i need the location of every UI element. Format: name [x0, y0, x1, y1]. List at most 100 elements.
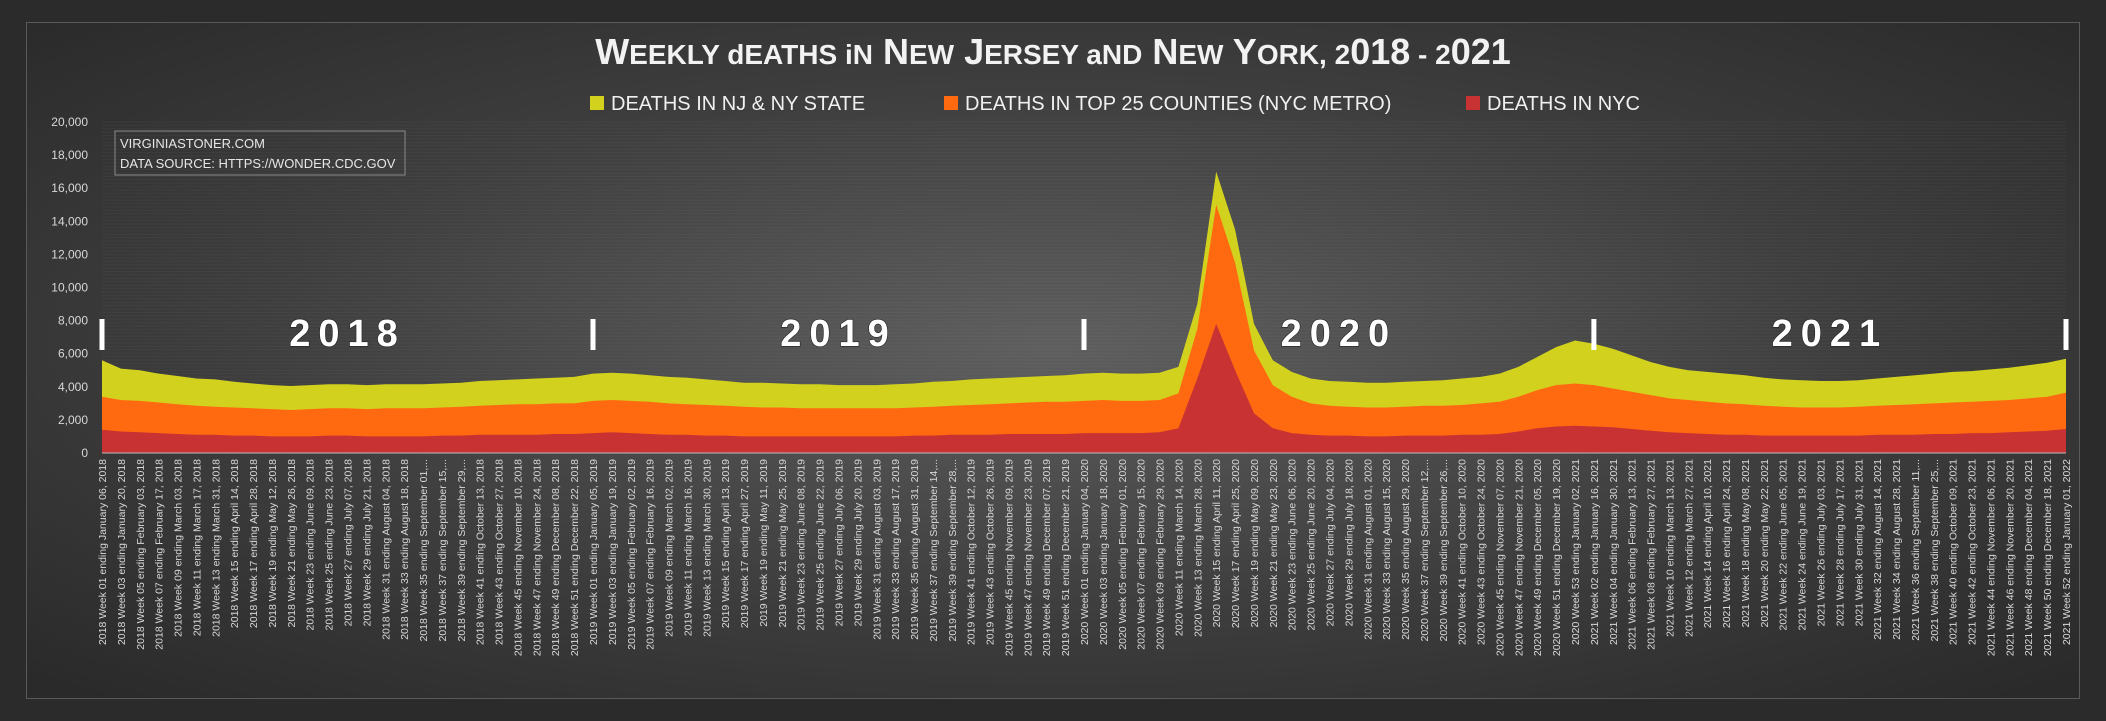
x-tick-label: 2021 Week 06 ending February 13, 2021 — [1627, 459, 1639, 650]
y-tick-label: 14,000 — [51, 214, 88, 228]
y-tick-label: 20,000 — [51, 115, 88, 129]
legend-label: DEATHS IN NJ & NY STATE — [611, 93, 865, 115]
x-tick-label: 2019 Week 43 ending October 26, 2019 — [985, 459, 997, 645]
y-tick-label: 2,000 — [58, 413, 88, 427]
x-tick-label: 2018 Week 11 ending March 17, 2018 — [191, 459, 203, 636]
x-tick-label: 2019 Week 41 ending October 12, 2019 — [966, 459, 978, 645]
x-tick-label: 2021 Week 52 ending January 01, 2022 — [2061, 459, 2073, 645]
x-tick-label: 2020 Week 29 ending July 18, 2020 — [1343, 459, 1355, 627]
y-tick-label: 8,000 — [58, 314, 88, 328]
legend-label: DEATHS IN NYC — [1487, 93, 1640, 115]
x-tick-label: 2021 Week 42 ending October 23, 2021 — [1967, 459, 1979, 645]
x-tick-label: 2021 Week 40 ending October 09, 2021 — [1948, 459, 1960, 645]
x-tick-label: 2019 Week 25 ending June 22, 2019 — [815, 459, 827, 631]
legend-label: DEATHS IN TOP 25 COUNTIES (NYC METRO) — [965, 93, 1391, 115]
x-tick-label: 2018 Week 17 ending April 28, 2018 — [248, 459, 260, 628]
x-tick-label: 2019 Week 19 ending May 11, 2019 — [758, 459, 770, 627]
x-tick-label: 2020 Week 33 ending August 15, 2020 — [1381, 459, 1393, 640]
x-tick-label: 2021 Week 34 ending August 28, 2021 — [1891, 459, 1903, 640]
x-tick-label: 2020 Week 13 ending March 28, 2020 — [1192, 459, 1204, 637]
y-tick-label: 12,000 — [51, 247, 88, 261]
x-tick-label: 2018 Week 07 ending February 17, 2018 — [154, 459, 166, 650]
x-tick-label: 2021 Week 10 ending March 13, 2021 — [1664, 459, 1676, 637]
x-tick-label: 2019 Week 47 ending November 23, 2019 — [1022, 459, 1034, 656]
x-tick-label: 2018 Week 37 ending September 15,... — [437, 459, 449, 642]
year-divider — [1591, 319, 1597, 350]
area-series-3 — [102, 323, 2066, 453]
x-tick-label: 2020 Week 41 ending October 10, 2020 — [1457, 459, 1469, 645]
x-tick-label: 2019 Week 33 ending August 17, 2019 — [890, 459, 902, 640]
y-tick-label: 10,000 — [51, 281, 88, 295]
x-axis: 2018 Week 01 ending January 06, 2018 2018… — [97, 459, 2073, 656]
x-tick-label: 2021 Week 26 ending July 03, 2021 — [1816, 459, 1828, 627]
plot-area — [102, 121, 2066, 454]
x-tick-label: 2019 Week 03 ending January 19, 2019 — [607, 459, 619, 645]
legend-swatch — [1466, 96, 1480, 110]
x-tick-label: 2019 Week 51 ending December 21, 2019 — [1060, 459, 1072, 656]
year-label: 2021 — [1772, 313, 1889, 355]
x-tick-label: 2019 Week 21 ending May 25, 2019 — [777, 459, 789, 628]
x-tick-label: 2020 Week 11 ending March 14, 2020 — [1173, 459, 1185, 636]
year-divider — [590, 319, 596, 350]
x-tick-label: 2021 Week 48 ending December 04, 2021 — [2023, 459, 2035, 656]
x-tick-label: 2021 Week 14 ending April 10, 2021 — [1702, 459, 1714, 628]
x-tick-label: 2019 Week 31 ending August 03, 2019 — [871, 459, 883, 640]
chart-title: WEEKLY dEATHS iN NEW JERSEY aND NEW YORK… — [595, 31, 1511, 72]
x-tick-label: 2021 Week 46 ending November 20, 2021 — [2004, 459, 2016, 656]
x-tick-label: 2021 Week 38 ending September 25,... — [1929, 459, 1941, 642]
x-tick-label: 2018 Week 21 ending May 26, 2018 — [286, 459, 298, 628]
x-tick-label: 2020 Week 15 ending April 11, 2020 — [1211, 459, 1223, 627]
source-box: VIRGINIASTONER.COM DATA SOURCE: HTTPS://… — [114, 130, 406, 176]
x-tick-label: 2020 Week 45 ending November 07, 2020 — [1494, 459, 1506, 656]
x-tick-label: 2021 Week 24 ending June 19, 2021 — [1797, 459, 1809, 631]
x-tick-label: 2018 Week 33 ending August 18, 2018 — [399, 459, 411, 640]
x-tick-label: 2021 Week 28 ending July 17, 2021 — [1834, 459, 1846, 627]
chart-frame — [26, 22, 2080, 699]
x-tick-label: 2020 Week 09 ending February 29, 2020 — [1155, 459, 1167, 650]
x-tick-label: 2018 Week 45 ending November 10, 2018 — [512, 459, 524, 656]
x-tick-label: 2020 Week 07 ending February 15, 2020 — [1136, 459, 1148, 650]
x-tick-label: 2020 Week 53 ending January 02, 2021 — [1570, 459, 1582, 645]
year-label: 2019 — [780, 313, 897, 355]
x-tick-label: 2019 Week 27 ending July 06, 2019 — [834, 459, 846, 627]
x-tick-label: 2018 Week 35 ending September 01,... — [418, 459, 430, 642]
x-tick-label: 2021 Week 12 ending March 27, 2021 — [1683, 459, 1695, 637]
x-tick-label: 2020 Week 27 ending July 04, 2020 — [1325, 459, 1337, 627]
x-tick-label: 2020 Week 05 ending February 01, 2020 — [1117, 459, 1129, 650]
x-tick-label: 2018 Week 25 ending June 23, 2018 — [324, 459, 336, 631]
x-tick-label: 2018 Week 03 ending January 20, 2018 — [116, 459, 128, 645]
x-tick-label: 2020 Week 39 ending September 26,... — [1438, 459, 1450, 642]
x-tick-label: 2018 Week 13 ending March 31, 2018 — [210, 459, 222, 637]
area-series-1 — [102, 171, 2066, 453]
year-divider — [1081, 319, 1087, 350]
x-tick-label: 2020 Week 47 ending November 21, 2020 — [1513, 459, 1525, 656]
x-tick-label: 2020 Week 51 ending December 19, 2020 — [1551, 459, 1563, 656]
y-tick-label: 6,000 — [58, 347, 88, 361]
x-tick-label: 2021 Week 18 ending May 08, 2021 — [1740, 459, 1752, 628]
y-tick-label: 0 — [81, 446, 88, 460]
year-markers: 2018 2019 2020 2021 — [99, 312, 2069, 356]
x-tick-label: 2021 Week 50 ending December 18, 2021 — [2042, 459, 2054, 656]
x-tick-label: 2020 Week 37 ending September 12,... — [1419, 459, 1431, 642]
x-tick-label: 2018 Week 19 ending May 12, 2018 — [267, 459, 279, 628]
x-tick-label: 2019 Week 23 ending June 08, 2019 — [796, 459, 808, 631]
year-label: 2018 — [289, 313, 406, 355]
x-tick-label: 2019 Week 07 ending February 16, 2019 — [645, 459, 657, 650]
x-tick-label: 2021 Week 32 ending August 14, 2021 — [1872, 459, 1884, 640]
x-tick-label: 2018 Week 23 ending June 09, 2018 — [305, 459, 317, 631]
source-line-2: DATA SOURCE: HTTPS://WONDER.CDC.GOV — [120, 156, 396, 171]
x-tick-label: 2019 Week 17 ending April 27, 2019 — [739, 459, 751, 628]
x-tick-label: 2018 Week 49 ending December 08, 2018 — [550, 459, 562, 656]
source-box-border — [114, 130, 406, 176]
x-tick-label: 2018 Week 29 ending July 21, 2018 — [361, 459, 373, 627]
x-tick-label: 2019 Week 01 ending January 05, 2019 — [588, 459, 600, 645]
x-tick-label: 2020 Week 19 ending May 09, 2020 — [1249, 459, 1261, 628]
y-tick-label: 4,000 — [58, 380, 88, 394]
x-tick-label: 2018 Week 47 ending November 24, 2018 — [531, 459, 543, 656]
x-tick-label: 2021 Week 22 ending June 05, 2021 — [1778, 459, 1790, 631]
x-tick-label: 2018 Week 09 ending March 03, 2018 — [173, 459, 185, 637]
x-tick-label: 2018 Week 43 ending October 27, 2018 — [494, 459, 506, 645]
x-tick-label: 2021 Week 44 ending November 06, 2021 — [1985, 459, 1997, 656]
legend: DEATHS IN NJ & NY STATE DEATHS IN TOP 25 … — [590, 93, 1640, 115]
